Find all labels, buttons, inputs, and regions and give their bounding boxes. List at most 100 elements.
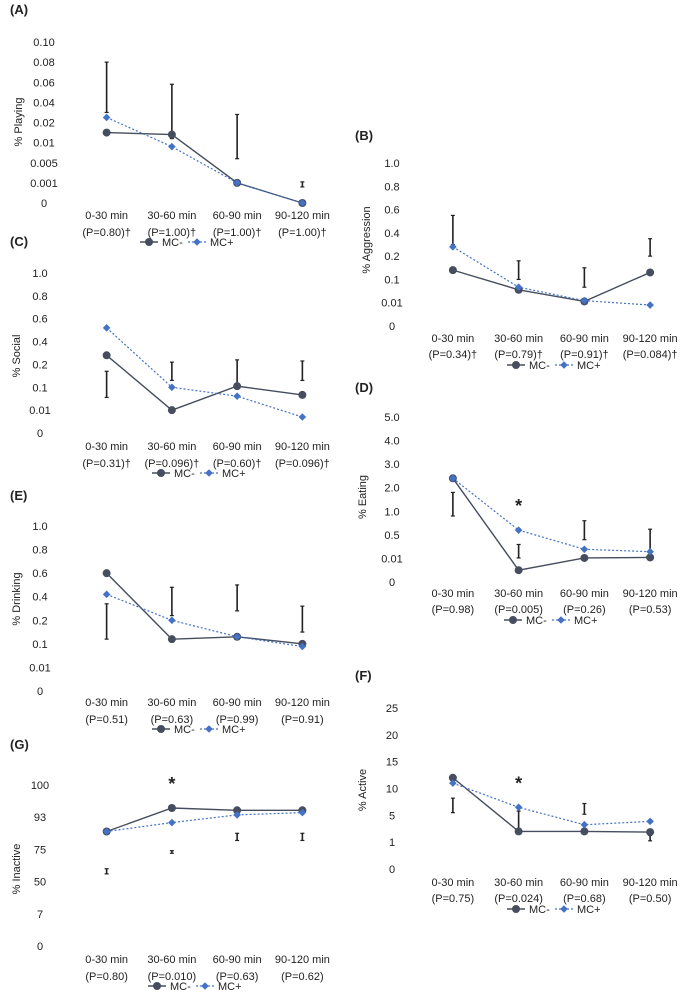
legend-label-mc-plus: MC+ — [574, 615, 598, 627]
series-line-mc-minus — [106, 131, 303, 204]
y-tick-label: 1 — [389, 837, 395, 849]
x-category-label: 0-30 min — [85, 697, 128, 709]
p-value-label: (P=0.31)† — [82, 458, 131, 470]
error-bar — [169, 83, 174, 140]
error-bar — [300, 181, 305, 188]
p-value-label: (P=0.53) — [629, 604, 672, 616]
y-tick-label: 93 — [34, 812, 46, 824]
y-tick-label: 50 — [34, 877, 46, 889]
error-bar — [235, 113, 240, 160]
p-value-label: (P=0.096)† — [275, 458, 330, 470]
data-point-mc-plus — [449, 243, 457, 251]
error-bar — [516, 543, 521, 559]
series-line-mc-plus — [106, 116, 303, 204]
y-tick-label: 1.0 — [384, 506, 399, 518]
series-line-mc-plus — [452, 246, 651, 306]
y-tick-label: 0.2 — [32, 615, 47, 627]
legend-label-mc-plus: MC+ — [222, 468, 246, 480]
data-point-mc-plus — [168, 383, 176, 392]
error-bar — [450, 491, 455, 517]
x-category-label: 30-60 min — [147, 441, 196, 453]
p-value-label: (P=0.34)† — [429, 349, 478, 361]
legend-marker-mc-plus — [560, 361, 568, 369]
p-value-label: (P=0.80)† — [82, 227, 131, 239]
y-tick-label: 0 — [389, 864, 395, 876]
x-category-label: 60-90 min — [560, 877, 609, 889]
data-point-mc-minus — [580, 827, 589, 836]
y-tick-label: 0.8 — [32, 545, 47, 557]
p-value-label: (P=0.75) — [432, 893, 475, 905]
legend-label-mc-minus: MC- — [174, 724, 195, 736]
data-point-mc-minus — [167, 406, 176, 415]
p-value-label: (P=0.60)† — [213, 458, 262, 470]
data-point-mc-plus — [449, 474, 457, 483]
series-line-mc-minus — [106, 572, 303, 645]
data-point-mc-plus — [298, 413, 307, 421]
y-tick-label: 0 — [389, 577, 395, 589]
data-point-mc-minus — [233, 806, 242, 815]
chart-panel-g: (G) 100 93 75 50 7 0 % Inactive 0-30 min (P=0.80)… — [10, 737, 330, 993]
data-point-mc-minus — [448, 266, 457, 275]
y-tick-label: 15 — [386, 757, 398, 769]
p-value-label: (P=0.010) — [148, 971, 197, 983]
x-category-label: 90-120 min — [275, 441, 330, 453]
data-point-mc-plus — [514, 283, 523, 291]
y-tick-label: 0.4 — [32, 592, 47, 604]
legend: MC- MC+ — [148, 981, 242, 993]
y-axis-label: % Active — [357, 769, 369, 811]
data-point-mc-plus — [514, 526, 523, 534]
y-tick-label: 0 — [389, 321, 395, 333]
chart-panel-b: (B) 1.0 0.8 0.6 0.4 0.2 0.1 0.01 0 % Aggression 0-… — [355, 128, 678, 372]
legend-label-mc-minus: MC- — [174, 468, 195, 480]
data-point-mc-plus — [102, 324, 111, 332]
legend-label-mc-minus: MC- — [529, 904, 550, 916]
p-value-label: (P=1.00)† — [278, 227, 327, 239]
significance-marker: * — [515, 496, 522, 516]
legend-marker-mc-plus — [205, 725, 213, 733]
data-point-mc-minus — [298, 390, 307, 399]
error-bar — [235, 584, 240, 612]
x-category-label: 30-60 min — [147, 954, 196, 966]
data-point-mc-minus — [514, 827, 523, 836]
panel-label: (B) — [355, 128, 373, 143]
legend: MC- MC+ — [507, 360, 601, 372]
x-category-label: 60-90 min — [213, 954, 262, 966]
x-category-label: 90-120 min — [275, 954, 330, 966]
error-bar — [450, 797, 455, 814]
legend-label-mc-plus: MC+ — [577, 360, 601, 372]
y-tick-label: 1.0 — [384, 158, 399, 170]
error-bar — [104, 61, 109, 114]
y-tick-label: 5.0 — [384, 412, 399, 424]
p-value-label: (P=0.63) — [151, 714, 194, 726]
legend-label-mc-plus: MC+ — [222, 724, 246, 736]
p-value-label: (P=0.91)† — [560, 349, 609, 361]
legend-marker-mc-minus — [512, 905, 520, 913]
x-category-label: 90-120 min — [623, 588, 678, 600]
series-line-mc-plus — [106, 327, 303, 418]
data-point-mc-minus — [233, 382, 242, 391]
legend-marker-mc-plus — [193, 238, 201, 246]
data-point-mc-minus — [646, 268, 655, 277]
legend-label-mc-plus: MC+ — [218, 981, 242, 993]
legend-label-mc-minus: MC- — [162, 237, 183, 249]
error-bar — [582, 267, 587, 288]
data-point-mc-minus — [167, 635, 176, 644]
data-point-mc-plus — [168, 616, 176, 625]
y-axis-label: % Social — [11, 335, 23, 378]
y-tick-label: 1.0 — [32, 268, 47, 280]
y-tick-label: 4.0 — [384, 436, 399, 448]
chart-panel-a: (A) 0.10 0.08 0.06 0.04 0.02 0.01 0.005 0.001 0 % … — [10, 2, 330, 249]
y-tick-label: 0.01 — [381, 553, 402, 565]
data-point-mc-plus — [514, 803, 523, 812]
data-point-mc-plus — [646, 547, 654, 556]
x-category-label: 30-60 min — [147, 697, 196, 709]
y-tick-label: 0.8 — [32, 291, 47, 303]
y-tick-label: 5 — [389, 810, 395, 822]
panel-label: (D) — [355, 380, 373, 395]
data-point-mc-minus — [514, 566, 523, 575]
panel-label: (E) — [10, 488, 27, 503]
legend-marker-mc-plus — [557, 616, 565, 624]
p-value-label: (P=0.084)† — [623, 349, 678, 361]
error-bar — [169, 361, 174, 382]
y-tick-label: 7 — [37, 909, 43, 921]
